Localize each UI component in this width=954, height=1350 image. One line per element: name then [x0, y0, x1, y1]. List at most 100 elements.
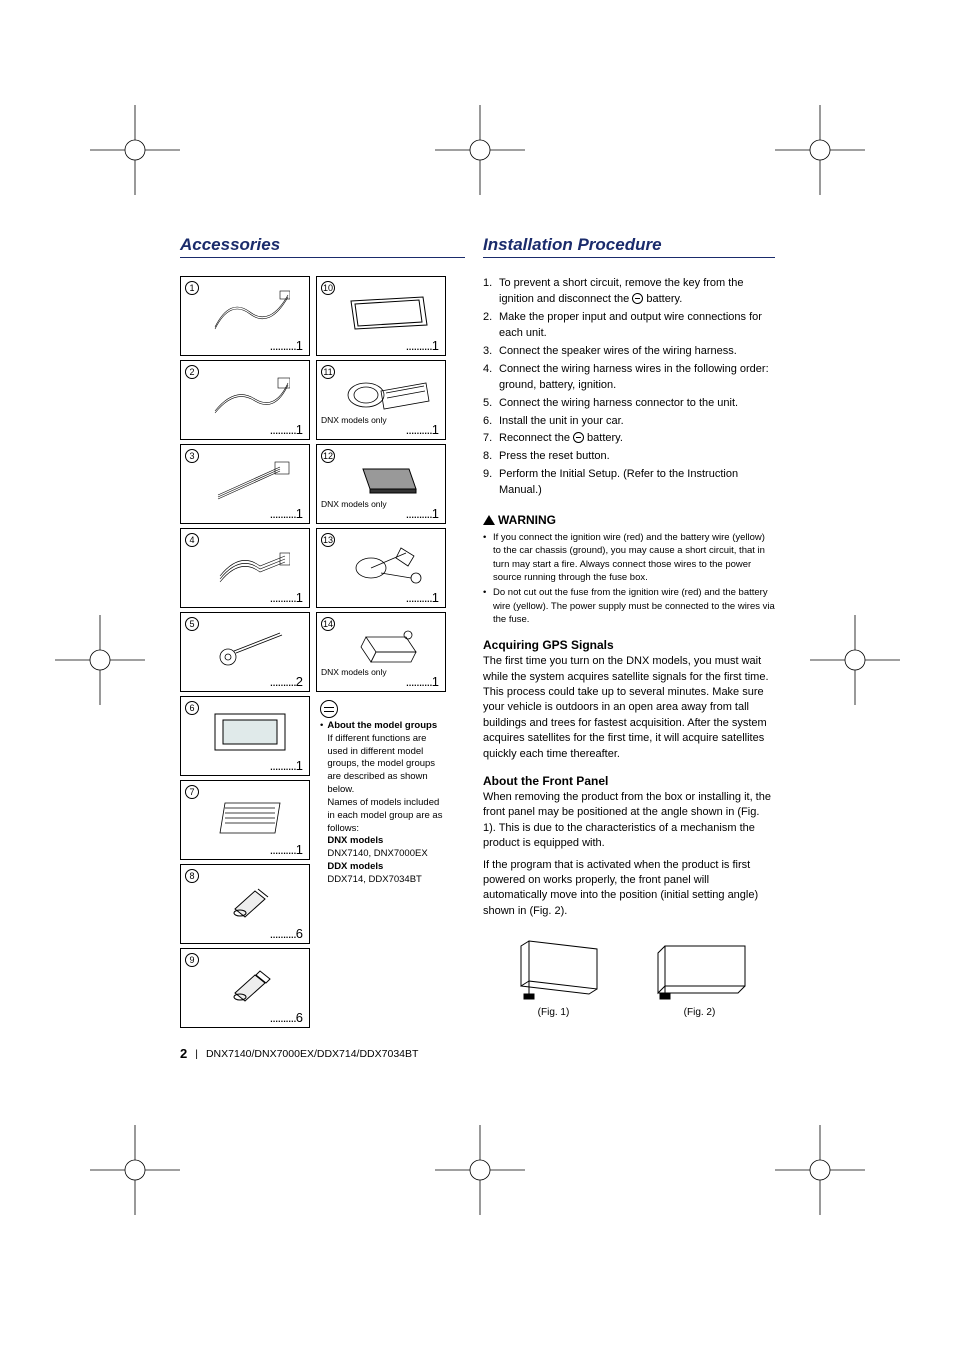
accessory-qty: 1	[270, 506, 303, 521]
accessory-illustration	[201, 875, 299, 923]
procedure-step: 2.Make the proper input and output wire …	[483, 310, 775, 342]
minus-icon	[573, 432, 584, 443]
accessory-qty: 1	[406, 506, 439, 521]
step-text: Perform the Initial Setup. (Refer to the…	[499, 467, 775, 499]
accessory-item: 14DNX models only1	[316, 612, 446, 692]
accessory-qty: 1	[270, 758, 303, 773]
accessory-number: 12	[321, 449, 335, 463]
accessory-qty: 2	[270, 674, 303, 689]
footer-separator: |	[195, 1048, 198, 1060]
installation-section: Installation Procedure 1.To prevent a sh…	[483, 235, 775, 1028]
accessory-illustration	[201, 371, 299, 419]
accessory-illustration	[201, 455, 299, 503]
procedure-step: 7.Reconnect the battery.	[483, 431, 775, 447]
figure-2: (Fig. 2)	[650, 931, 750, 1018]
accessory-note: DNX models only	[321, 667, 387, 677]
accessory-illustration	[201, 791, 299, 839]
procedure-step: 5.Connect the wiring harness connector t…	[483, 396, 775, 412]
figure-2-label: (Fig. 2)	[684, 1007, 716, 1018]
gps-body: The first time you turn on the DNX model…	[483, 654, 775, 762]
dnx-models-list: DNX7140, DNX7000EX	[327, 848, 427, 859]
accessory-illustration	[337, 539, 435, 587]
accessory-illustration	[337, 623, 435, 671]
accessory-illustration	[337, 287, 435, 335]
front-panel-heading: About the Front Panel	[483, 774, 775, 788]
page-footer: 2 | DNX7140/DNX7000EX/DDX714/DDX7034BT	[180, 1046, 775, 1061]
warning-label: WARNING	[498, 513, 556, 527]
front-panel-p1: When removing the product from the box o…	[483, 790, 775, 852]
accessory-qty: 6	[270, 1010, 303, 1025]
step-text: Press the reset button.	[499, 449, 610, 465]
accessory-illustration	[201, 287, 299, 335]
accessory-number: 7	[185, 785, 199, 799]
accessory-item: 31	[180, 444, 310, 524]
procedure-step: 6.Install the unit in your car.	[483, 414, 775, 430]
accessory-number: 4	[185, 533, 199, 547]
model-groups-info: About the model groupsIf different funct…	[316, 700, 446, 887]
step-number: 7.	[483, 431, 499, 447]
accessory-note: DNX models only	[321, 499, 387, 509]
procedure-step: 1.To prevent a short circuit, remove the…	[483, 276, 775, 308]
installation-title: Installation Procedure	[483, 235, 775, 258]
accessory-number: 2	[185, 365, 199, 379]
accessory-item: 21	[180, 360, 310, 440]
step-text: Reconnect the battery.	[499, 431, 623, 447]
accessory-item: 86	[180, 864, 310, 944]
step-number: 6.	[483, 414, 499, 430]
info-icon	[320, 700, 338, 718]
accessory-item: 61	[180, 696, 310, 776]
step-number: 2.	[483, 310, 499, 342]
step-text: Connect the speaker wires of the wiring …	[499, 344, 737, 360]
figure-1: (Fig. 1)	[509, 931, 599, 1018]
accessory-qty: 1	[406, 590, 439, 605]
procedure-step: 8.Press the reset button.	[483, 449, 775, 465]
accessory-qty: 1	[270, 338, 303, 353]
accessory-qty: 6	[270, 926, 303, 941]
figure-1-label: (Fig. 1)	[538, 1007, 570, 1018]
warning-text: Do not cut out the fuse from the ignitio…	[493, 586, 775, 626]
front-panel-p2: If the program that is activated when th…	[483, 858, 775, 920]
dnx-models-label: DNX models	[327, 835, 383, 846]
accessory-note: DNX models only	[321, 415, 387, 425]
accessory-item: 96	[180, 948, 310, 1028]
accessory-item: 12 DNX models only 1	[316, 444, 446, 524]
figure-row: (Fig. 1) (Fig. 2)	[483, 931, 775, 1018]
accessory-qty: 1	[406, 422, 439, 437]
step-number: 3.	[483, 344, 499, 360]
accessory-number: 14	[321, 617, 335, 631]
accessory-item: 52	[180, 612, 310, 692]
accessory-item: 101	[316, 276, 446, 356]
warning-list: If you connect the ignition wire (red) a…	[483, 531, 775, 626]
accessories-section: Accessories 112131415261718696 10111DNX …	[180, 235, 465, 1028]
ddx-models-label: DDX models	[327, 861, 383, 872]
procedure-step: 4.Connect the wiring harness wires in th…	[483, 362, 775, 394]
accessory-illustration	[201, 623, 299, 671]
accessory-illustration	[201, 959, 299, 1007]
step-number: 5.	[483, 396, 499, 412]
accessory-number: 9	[185, 953, 199, 967]
accessory-number: 10	[321, 281, 335, 295]
accessory-number: 1	[185, 281, 199, 295]
accessory-item: 71	[180, 780, 310, 860]
accessory-item: 11	[180, 276, 310, 356]
accessory-item: 11 DNX models only 1	[316, 360, 446, 440]
accessory-illustration	[337, 455, 435, 503]
figure-2-icon	[650, 931, 750, 1001]
procedure-list: 1.To prevent a short circuit, remove the…	[483, 276, 775, 499]
accessories-title: Accessories	[180, 235, 465, 258]
accessory-qty: 1	[270, 842, 303, 857]
warning-icon	[483, 515, 495, 525]
accessory-illustration	[337, 371, 435, 419]
warning-item: Do not cut out the fuse from the ignitio…	[483, 586, 775, 626]
accessory-number: 11	[321, 365, 335, 379]
procedure-step: 3.Connect the speaker wires of the wirin…	[483, 344, 775, 360]
ddx-models-list: DDX714, DDX7034BT	[327, 874, 422, 885]
warning-item: If you connect the ignition wire (red) a…	[483, 531, 775, 584]
gps-heading: Acquiring GPS Signals	[483, 638, 775, 652]
accessory-illustration	[201, 539, 299, 587]
step-text: Install the unit in your car.	[499, 414, 624, 430]
figure-1-icon	[509, 931, 599, 1001]
accessory-number: 3	[185, 449, 199, 463]
footer-models: DNX7140/DNX7000EX/DDX714/DDX7034BT	[206, 1048, 418, 1060]
accessory-item: 41	[180, 528, 310, 608]
